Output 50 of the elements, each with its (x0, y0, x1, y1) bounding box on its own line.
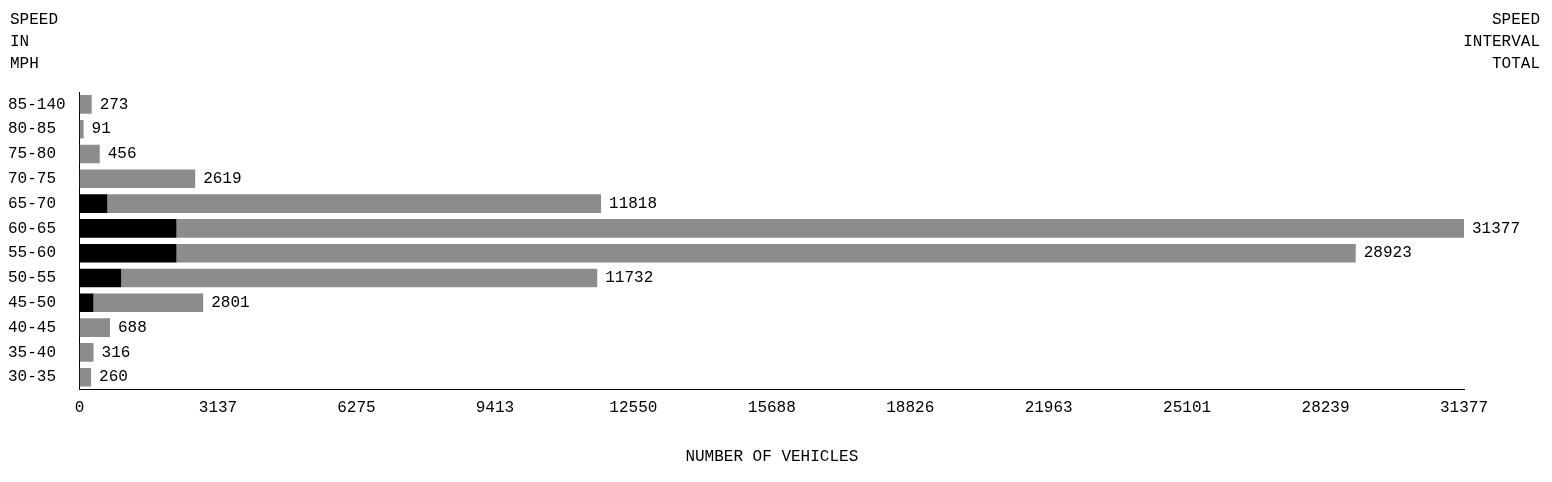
bar (79, 343, 94, 362)
x-tick-label: 28239 (1301, 399, 1350, 418)
bar (79, 318, 110, 337)
total-label: 91 (91, 120, 111, 139)
x-tick-label: 18826 (886, 399, 935, 418)
x-tick-label: 12550 (609, 399, 658, 418)
y-tick-label: 55-60 (8, 244, 57, 263)
y-tick-label: 50-55 (8, 269, 57, 288)
x-tick-label: 21963 (1024, 399, 1073, 418)
total-label: 2801 (211, 294, 250, 313)
x-tick-label: 0 (74, 399, 85, 418)
y-tick-label: 85-140 (8, 95, 66, 114)
y-tick-label: 30-35 (8, 368, 57, 387)
total-label: 28923 (1363, 244, 1412, 263)
y-tick-label: 75-80 (8, 145, 57, 164)
x-tick-label: 3137 (198, 399, 238, 418)
total-label: 31377 (1472, 219, 1521, 238)
total-label: 316 (101, 343, 131, 362)
x-tick-label: 6275 (337, 399, 376, 418)
bar (79, 144, 100, 164)
x-axis-title: NUMBER OF VEHICLES (685, 447, 859, 466)
y-axis-title: SPEED IN MPH (10, 11, 59, 74)
total-label: 11818 (609, 194, 658, 213)
x-tick-label: 15688 (747, 399, 796, 418)
bar (176, 219, 1464, 238)
y-tick-label: 35-40 (8, 343, 57, 362)
bar (93, 293, 204, 313)
x-tick-label: 9413 (475, 399, 515, 418)
y-tick-label: 40-45 (8, 318, 57, 337)
bar (107, 194, 602, 213)
y-tick-label: 80-85 (8, 120, 57, 139)
total-label: 11732 (605, 269, 654, 288)
bar (79, 367, 92, 387)
y2-axis-title: SPEED INTERVAL TOTAL (1463, 11, 1540, 74)
total-label: 2619 (203, 170, 242, 189)
bar (79, 119, 84, 139)
bar (121, 268, 598, 288)
bar (79, 95, 92, 114)
total-label: 260 (99, 368, 128, 387)
total-label: 273 (99, 95, 129, 114)
y-tick-label: 45-50 (8, 294, 57, 313)
x-tick-label: 31377 (1439, 399, 1489, 418)
bar (176, 243, 1356, 263)
bar (79, 169, 196, 189)
y-tick-label: 60-65 (8, 219, 57, 238)
y-tick-label: 70-75 (8, 170, 57, 189)
total-label: 456 (107, 145, 137, 164)
x-tick-label: 25101 (1163, 399, 1212, 418)
y-tick-label: 65-70 (8, 194, 57, 213)
total-label: 688 (117, 318, 147, 337)
